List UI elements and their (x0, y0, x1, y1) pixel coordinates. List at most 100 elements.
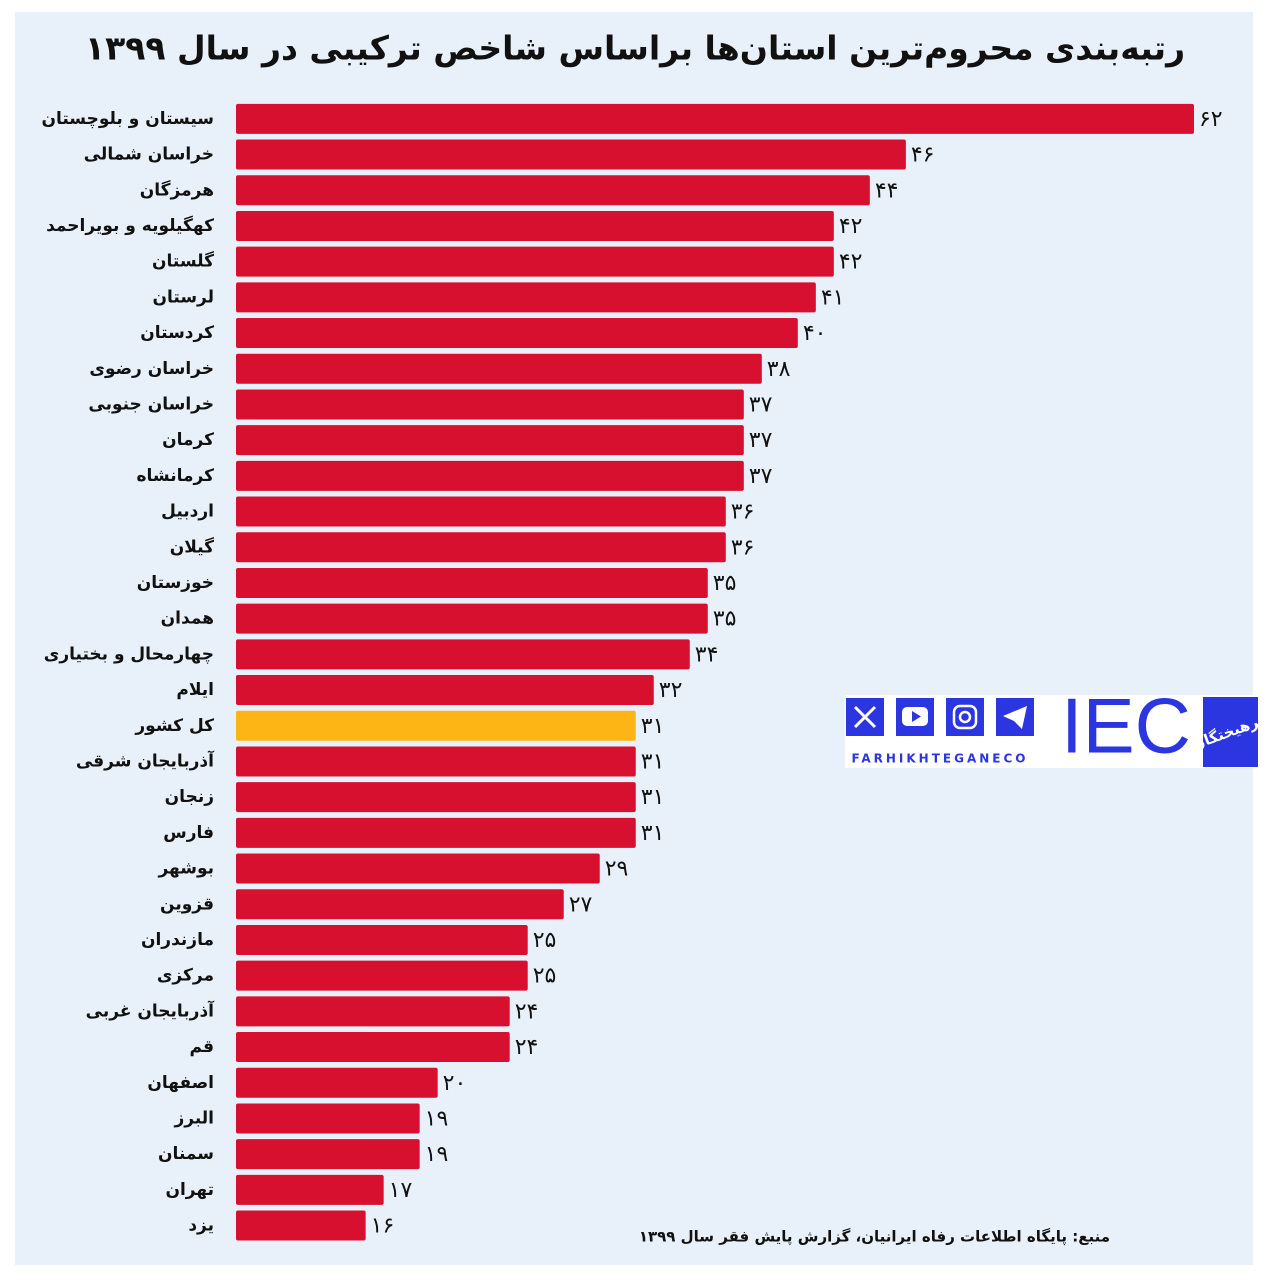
icon-telegram-glyph (1003, 706, 1027, 729)
y-tick-label: هرمزگان (140, 179, 214, 200)
y-tick-label: ایلام (176, 680, 214, 700)
bar (236, 175, 870, 206)
value-label: ۲۷ (569, 892, 593, 917)
value-label: ۲۴ (515, 999, 539, 1024)
value-label: ۴۶ (911, 143, 935, 168)
y-tick-label: خراسان رضوی (89, 359, 214, 379)
y-tick-label: آذربایجان شرقی (76, 749, 215, 771)
value-label: ۴۰ (803, 321, 827, 346)
value-label: ۳۱ (641, 785, 665, 810)
value-label: ۳۴ (695, 642, 719, 667)
bar (236, 1103, 420, 1134)
bar (236, 924, 528, 955)
value-label: ۳۵ (713, 571, 737, 596)
y-tick-label: قم (190, 1037, 214, 1057)
bar (236, 318, 798, 349)
bar (236, 246, 834, 277)
bar (236, 139, 906, 170)
y-tick-label: تهران (165, 1180, 214, 1200)
chart-title: رتبه‌بندی محروم‌ترین استان‌ها براساس شاخ… (85, 29, 1185, 69)
icon-instagram (946, 698, 984, 736)
value-label: ۳۷ (749, 464, 773, 489)
value-label: ۱۹ (425, 1142, 449, 1167)
value-label: ۴۲ (839, 250, 863, 275)
value-label: ۱۷ (389, 1178, 413, 1203)
icon-instagram-lens (958, 710, 972, 724)
y-tick-label: سیستان و بلوچستان (41, 109, 214, 129)
value-label: ۴۱ (821, 285, 845, 310)
bar (236, 496, 726, 527)
bar (236, 353, 762, 384)
logo-handle: FARHIKHTEGANECO (852, 752, 1029, 766)
logo-mark: IEC (1061, 682, 1191, 770)
y-tick-label: قزوین (160, 894, 214, 914)
bar (236, 817, 636, 848)
y-tick-label: فارس (163, 823, 214, 843)
y-tick-label: بوشهر (157, 859, 214, 879)
bar (236, 603, 708, 634)
logo-box (1203, 697, 1258, 767)
y-tick-label: اصفهان (147, 1073, 214, 1093)
icon-x-glyph (853, 705, 877, 729)
value-label: ۳۲ (659, 678, 683, 703)
y-tick-label: خوزستان (137, 573, 214, 593)
y-tick-label: کردستان (140, 323, 214, 343)
bar (236, 889, 564, 920)
value-label: ۴۲ (839, 214, 863, 239)
value-label: ۲۰ (443, 1071, 467, 1096)
bar (236, 639, 690, 670)
y-tick-label: کرمانشاه (137, 466, 215, 486)
value-label: ۳۷ (749, 392, 773, 417)
bar (236, 1067, 438, 1098)
bar (236, 746, 636, 777)
value-label: ۲۹ (605, 857, 629, 882)
value-label: ۳۷ (749, 428, 773, 453)
icon-instagram-glyph (952, 704, 978, 730)
bar (236, 996, 510, 1027)
y-tick-label: همدان (161, 609, 214, 629)
y-tick-label: گلستان (152, 251, 214, 272)
bar (236, 282, 816, 313)
value-label: ۶۲ (1199, 107, 1223, 132)
y-tick-label: اردبیل (161, 502, 214, 522)
value-label: ۳۵ (713, 607, 737, 632)
bar (236, 960, 528, 991)
source: منبع: پایگاه اطلاعات رفاه ایرانیان، گزار… (639, 1228, 1110, 1247)
y-tick-label: یزد (188, 1216, 214, 1236)
bar (236, 675, 654, 706)
bar (236, 103, 1194, 134)
y-tick-label: لرستان (152, 287, 214, 307)
y-tick-label: مرکزی (157, 966, 214, 986)
bar (236, 1139, 420, 1170)
value-label: ۳۱ (641, 714, 665, 739)
y-tick-label: کرمان (162, 430, 214, 450)
y-tick-label: چهارمحال و بختیاری (44, 644, 214, 664)
y-tick-label: کل کشور (134, 716, 214, 736)
value-label: ۲۴ (515, 1035, 539, 1060)
value-label: ۱۶ (371, 1214, 395, 1239)
value-label: ۳۸ (767, 357, 791, 382)
y-tick-label: گیلان (170, 536, 214, 557)
value-label: ۲۵ (533, 964, 557, 989)
y-tick-label: آذربایجان غربی (86, 999, 215, 1021)
bar (236, 1210, 366, 1241)
bar (236, 1174, 384, 1205)
value-label: ۳۱ (641, 749, 665, 774)
y-tick-label: خراسان شمالی (84, 145, 214, 165)
y-tick-label: خراسان جنوبی (88, 394, 214, 414)
bar (236, 567, 708, 598)
value-label: ۳۱ (641, 821, 665, 846)
y-tick-label: کهگیلویه و بویراحمد (46, 215, 214, 236)
bar (236, 389, 744, 420)
value-label: ۳۶ (731, 535, 755, 560)
y-tick-label: سمنان (158, 1144, 214, 1164)
bar (236, 710, 636, 741)
bar (236, 532, 726, 563)
y-tick-label: البرز (173, 1108, 214, 1128)
bar (236, 1032, 510, 1063)
logo: FARHIKHTEGANECO IEC فرهیختگان (845, 682, 1270, 770)
value-label: ۲۵ (533, 928, 557, 953)
bar (236, 425, 744, 456)
